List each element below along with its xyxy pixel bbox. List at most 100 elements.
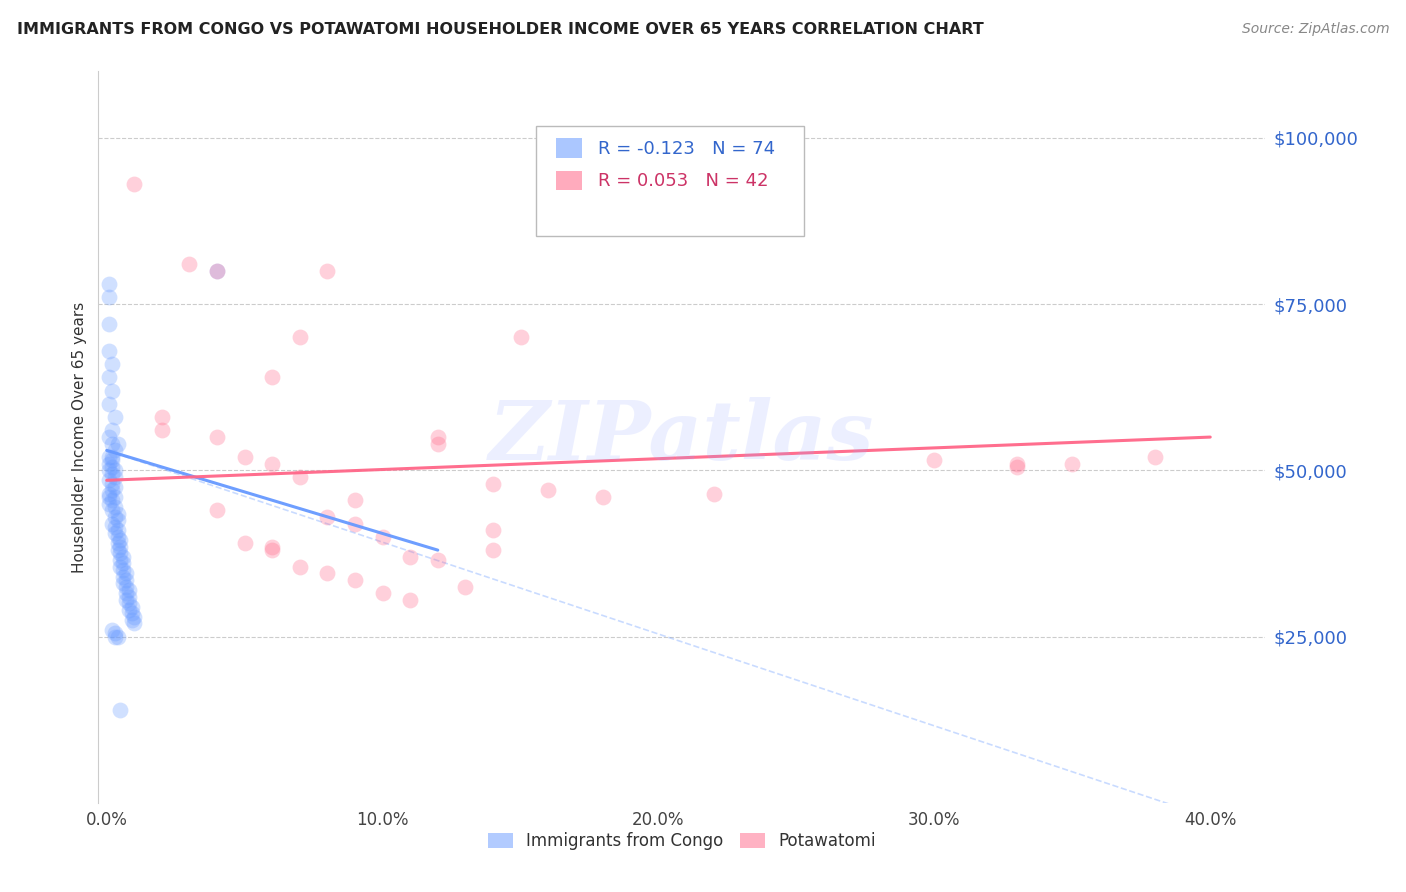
Point: [924, 453, 946, 467]
Point: [107, 530, 129, 544]
Point: [101, 384, 124, 398]
Point: [115, 573, 138, 587]
Point: [98, 370, 121, 384]
Point: [101, 460, 124, 475]
Point: [104, 410, 127, 425]
Point: [124, 616, 146, 631]
Point: [101, 483, 124, 498]
Point: [107, 536, 129, 550]
Point: [104, 630, 127, 644]
Text: ZIPatlas: ZIPatlas: [489, 397, 875, 477]
Point: [703, 486, 725, 500]
Point: [104, 480, 127, 494]
Point: [205, 430, 228, 444]
Point: [101, 623, 124, 637]
Point: [205, 264, 228, 278]
Point: [110, 540, 132, 554]
Point: [1144, 450, 1167, 464]
Point: [121, 607, 143, 621]
Point: [112, 576, 135, 591]
Point: [124, 178, 146, 192]
FancyBboxPatch shape: [555, 138, 582, 158]
Point: [104, 526, 127, 541]
Point: [98, 463, 121, 477]
Point: [101, 467, 124, 481]
Point: [104, 490, 127, 504]
Point: [454, 580, 477, 594]
FancyBboxPatch shape: [555, 170, 582, 190]
Point: [482, 476, 505, 491]
Point: [112, 570, 135, 584]
Point: [104, 509, 127, 524]
Text: IMMIGRANTS FROM CONGO VS POTAWATOMI HOUSEHOLDER INCOME OVER 65 YEARS CORRELATION: IMMIGRANTS FROM CONGO VS POTAWATOMI HOUS…: [17, 22, 984, 37]
Point: [121, 613, 143, 627]
Point: [110, 533, 132, 548]
Point: [112, 557, 135, 571]
Point: [1062, 457, 1084, 471]
Point: [316, 264, 339, 278]
Point: [124, 609, 146, 624]
Point: [262, 543, 284, 558]
Point: [107, 513, 129, 527]
Point: [101, 476, 124, 491]
Point: [98, 497, 121, 511]
Point: [98, 343, 121, 358]
Point: [371, 586, 394, 600]
Point: [262, 540, 284, 554]
Text: Source: ZipAtlas.com: Source: ZipAtlas.com: [1241, 22, 1389, 37]
Point: [104, 470, 127, 484]
Point: [112, 563, 135, 577]
Point: [98, 457, 121, 471]
Point: [179, 257, 201, 271]
Point: [107, 543, 129, 558]
Point: [482, 523, 505, 537]
Point: [1005, 460, 1028, 475]
Point: [316, 566, 339, 581]
Point: [115, 566, 138, 581]
Point: [101, 516, 124, 531]
Point: [115, 586, 138, 600]
Point: [233, 450, 256, 464]
Point: [104, 626, 127, 640]
Point: [101, 503, 124, 517]
Point: [110, 703, 132, 717]
Point: [233, 536, 256, 550]
Point: [104, 443, 127, 458]
Point: [262, 457, 284, 471]
Point: [110, 546, 132, 560]
Point: [98, 397, 121, 411]
Point: [98, 290, 121, 304]
Point: [107, 507, 129, 521]
Point: [537, 483, 560, 498]
Point: [1005, 457, 1028, 471]
Point: [205, 503, 228, 517]
Point: [107, 630, 129, 644]
Point: [101, 450, 124, 464]
Point: [118, 603, 141, 617]
Point: [262, 370, 284, 384]
Point: [107, 436, 129, 450]
Point: [118, 590, 141, 604]
Point: [426, 430, 449, 444]
Point: [150, 410, 173, 425]
Text: R = 0.053   N = 42: R = 0.053 N = 42: [598, 172, 769, 190]
Point: [110, 553, 132, 567]
Point: [98, 277, 121, 292]
Point: [101, 493, 124, 508]
Point: [399, 593, 422, 607]
Point: [104, 500, 127, 514]
Point: [101, 357, 124, 371]
Y-axis label: Householder Income Over 65 years: Householder Income Over 65 years: [72, 301, 87, 573]
FancyBboxPatch shape: [536, 126, 804, 235]
Point: [426, 553, 449, 567]
Legend: Immigrants from Congo, Potawatomi: Immigrants from Congo, Potawatomi: [481, 825, 883, 856]
Point: [288, 559, 311, 574]
Point: [98, 430, 121, 444]
Point: [150, 424, 173, 438]
Point: [104, 463, 127, 477]
Point: [112, 549, 135, 564]
Point: [98, 317, 121, 331]
Text: R = -0.123   N = 74: R = -0.123 N = 74: [598, 140, 775, 158]
Point: [121, 599, 143, 614]
Point: [426, 436, 449, 450]
